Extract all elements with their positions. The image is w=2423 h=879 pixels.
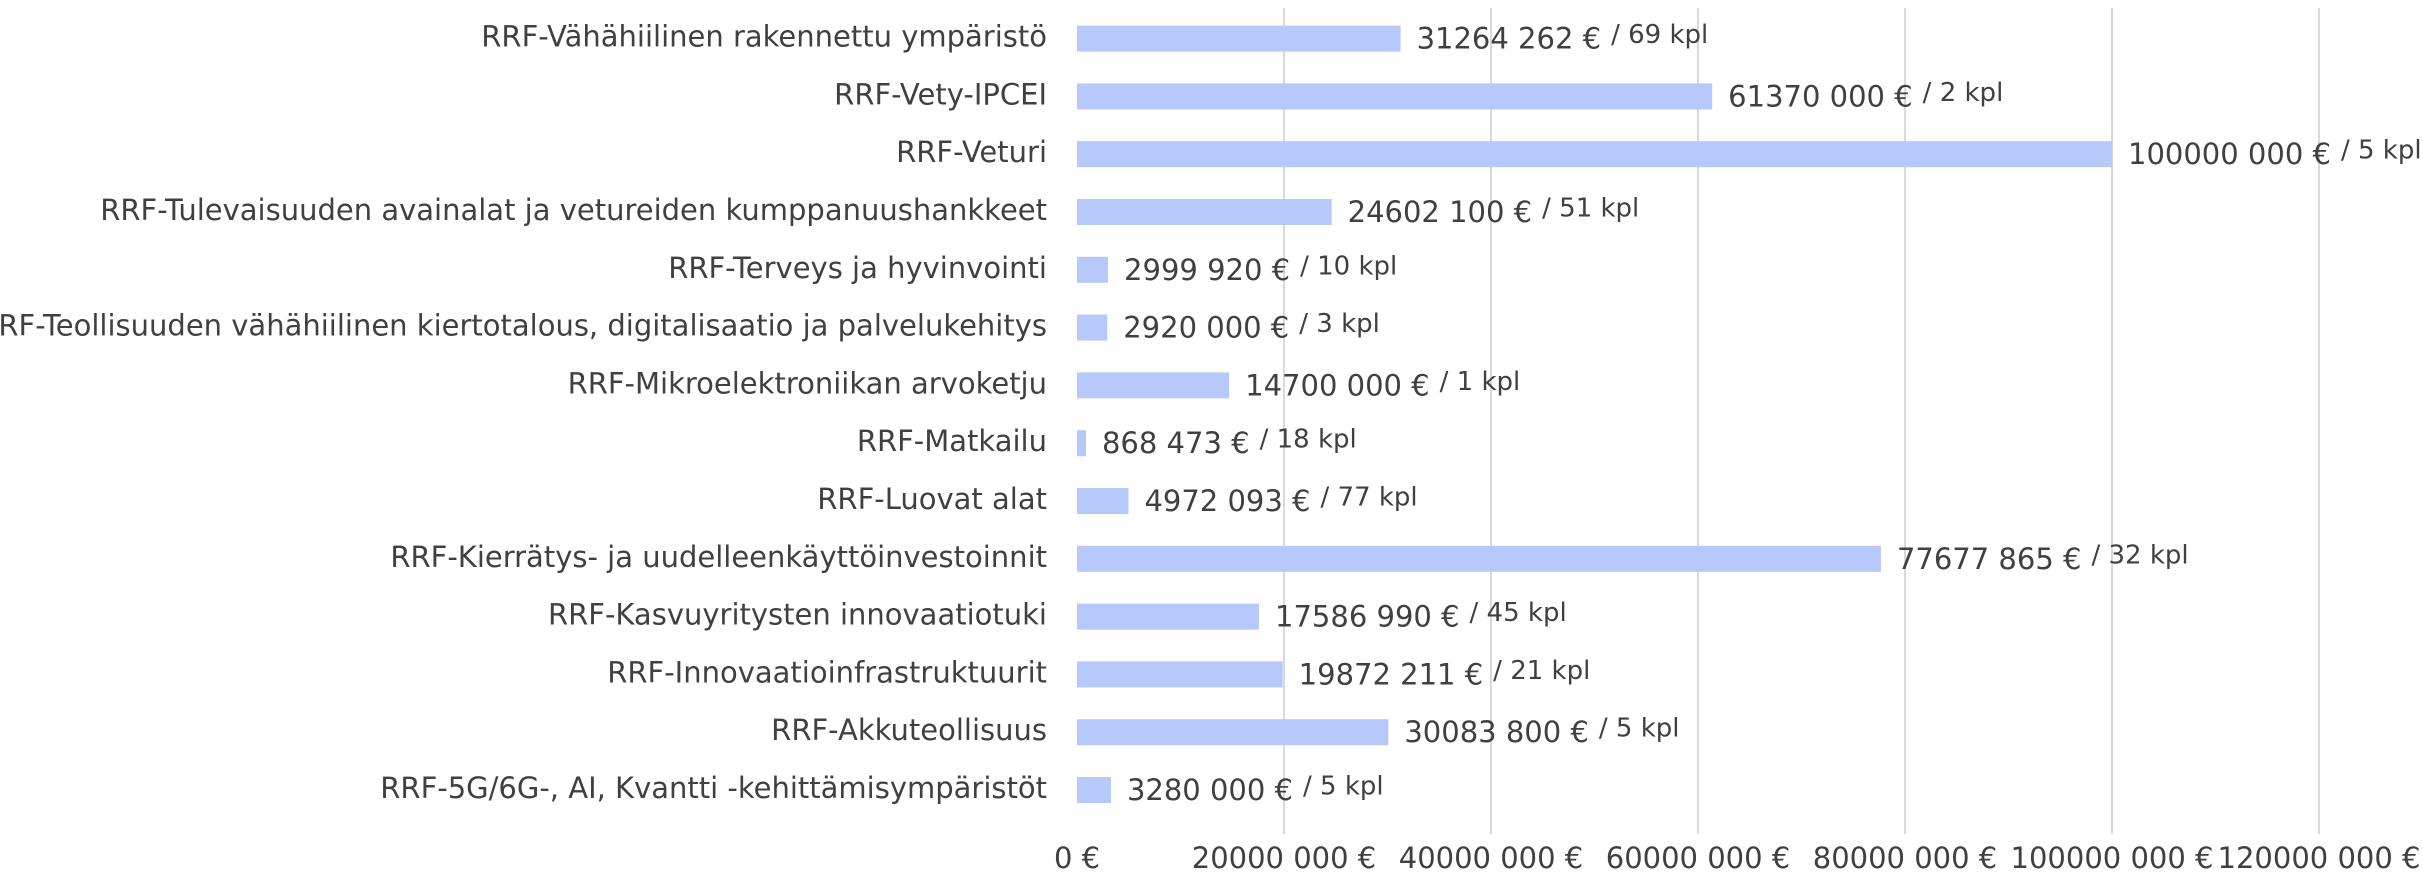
bar <box>1077 256 1109 283</box>
count-label: / 5 kpl <box>1303 772 1384 802</box>
value-label: 19872 211 € <box>1299 657 1484 691</box>
count-label: / 10 kpl <box>1300 251 1397 281</box>
value-label: 868 473 € <box>1102 426 1250 460</box>
value-label: 30083 800 € <box>1404 715 1589 749</box>
value-label: 77677 865 € <box>1897 542 2081 576</box>
bar <box>1077 199 1332 225</box>
count-label: / 77 kpl <box>1321 483 1418 513</box>
y-tick-label: RRF-Vähähiilinen rakennettu ympäristö <box>481 20 1047 54</box>
bar <box>1077 777 1111 803</box>
count-label: / 18 kpl <box>1260 425 1357 455</box>
bar <box>1077 661 1283 688</box>
value-label: 2999 920 € <box>1124 253 1290 287</box>
bar <box>1077 83 1713 110</box>
y-tick-label: RRF-Vety-IPCEI <box>834 77 1047 111</box>
y-tick-label: RRF-5G/6G-, AI, Kvantti -kehittämisympär… <box>380 771 1047 805</box>
y-tick-label: RRF-Mikroelektroniikan arvoketju <box>568 366 1047 400</box>
y-tick-label: RRF-Luovat alat <box>817 482 1047 516</box>
y-tick-label: RRF-Teollisuuden vähähiilinen kiertotalo… <box>0 309 1047 343</box>
value-label: 31264 262 € <box>1417 22 1602 56</box>
count-label: / 1 kpl <box>1440 367 1521 397</box>
count-label: / 51 kpl <box>1542 194 1639 224</box>
count-label: / 5 kpl <box>2341 136 2422 166</box>
bar <box>1077 314 1108 341</box>
count-label: / 69 kpl <box>1611 20 1708 50</box>
value-label: 14700 000 € <box>1245 368 1430 402</box>
bar <box>1077 430 1086 457</box>
count-label: / 45 kpl <box>1470 598 1567 628</box>
bar <box>1077 603 1260 630</box>
count-label: / 32 kpl <box>2091 540 2188 570</box>
y-tick-label: RRF-Veturi <box>896 135 1047 169</box>
y-tick-label: RRF-Akkuteollisuus <box>771 713 1047 747</box>
bar <box>1077 141 2112 168</box>
x-tick-label: 40000 000 € <box>1399 841 1584 875</box>
x-tick-label: 100000 000 € <box>2011 841 2214 875</box>
count-label: / 21 kpl <box>1493 656 1590 686</box>
y-tick-label: RRF-Kierrätys- ja uudelleenkäyttöinvesto… <box>390 540 1047 574</box>
y-tick-label: RRF-Terveys ja hyvinvointi <box>668 251 1047 285</box>
bar <box>1077 719 1389 746</box>
y-tick-label: RRF-Innovaatioinfrastruktuurit <box>607 655 1047 689</box>
bar <box>1077 545 1881 572</box>
x-tick-label: 20000 000 € <box>1192 841 1377 875</box>
count-label: / 3 kpl <box>1299 309 1380 339</box>
value-label: 100000 000 € <box>2128 137 2331 171</box>
value-label: 17586 990 € <box>1275 600 1460 634</box>
value-label: 61370 000 € <box>1728 79 1913 113</box>
bar <box>1077 488 1129 514</box>
value-label: 3280 000 € <box>1127 773 1293 807</box>
count-label: / 5 kpl <box>1599 714 1680 744</box>
y-tick-label: RRF-Tulevaisuuden avainalat ja vetureide… <box>100 193 1047 227</box>
y-tick-label: RRF-Kasvuyritysten innovaatiotuki <box>548 598 1047 632</box>
bar <box>1077 25 1401 52</box>
value-label: 4972 093 € <box>1144 484 1310 518</box>
bar <box>1077 372 1230 399</box>
count-label: / 2 kpl <box>1923 78 2004 108</box>
y-tick-label: RRF-Matkailu <box>857 424 1047 458</box>
value-label: 2920 000 € <box>1123 311 1289 345</box>
x-tick-label: 120000 000 € <box>2218 841 2421 875</box>
value-label: 24602 100 € <box>1348 195 1533 229</box>
x-tick-label: 60000 000 € <box>1606 841 1791 875</box>
x-tick-label: 80000 000 € <box>1813 841 1998 875</box>
x-tick-label: 0 € <box>1054 841 1100 875</box>
